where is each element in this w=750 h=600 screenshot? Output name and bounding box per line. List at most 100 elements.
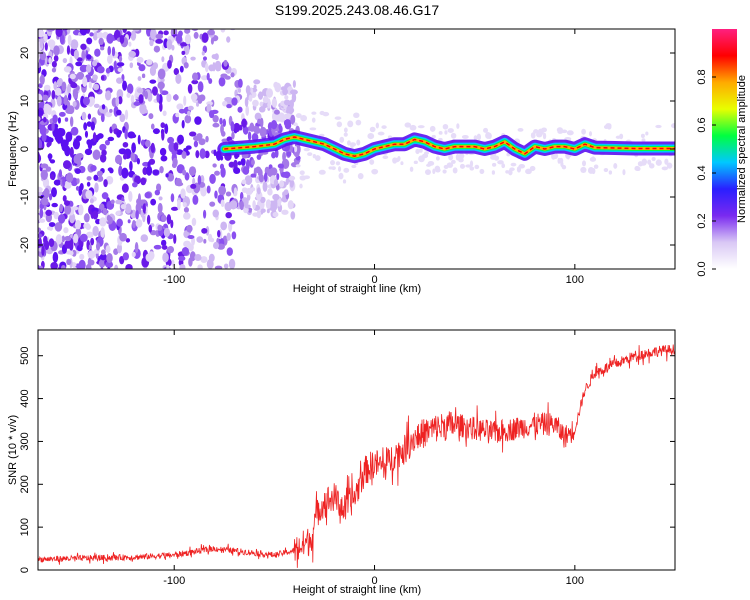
spectrogram-cell [47,105,52,116]
spectrogram-cell [256,210,262,219]
spectrogram-cell [82,96,90,106]
spectrogram-cell [54,222,63,232]
spectrogram-cell [225,191,232,197]
spectrogram-cell [166,38,173,50]
spectrogram-cell [167,59,172,69]
spectrogram-cell [38,233,43,239]
spectrogram-cell [129,160,133,172]
spectrogram-cell [179,42,188,47]
spectrogram-cell [648,163,655,169]
spectrogram-cell [40,169,48,181]
colorbar-tick-label: 0.8 [696,69,708,84]
spectrogram-cell [41,245,45,256]
spectrogram-cell [55,234,63,245]
spectrogram-cell [193,140,199,148]
spectrogram-cell [349,142,357,147]
spectrogram-cell [144,90,149,100]
spectrogram-cell [84,130,89,138]
spectrogram-cell [353,112,360,119]
spectrogram-cell [89,198,94,204]
spectrogram-cell [81,50,86,62]
spectrogram-cell [69,250,74,256]
spectrogram-cell [369,126,376,133]
spectrogram-cell [541,127,547,133]
spectrogram-cell [121,167,129,179]
spectrogram-cell [59,203,64,213]
snr-series-line [37,344,676,568]
spectrogram-cell [542,132,547,140]
spectrogram-cell [90,237,95,246]
spectrogram-cell [438,130,443,135]
spectrogram-cell [290,211,296,220]
spectrogram-cell [176,103,184,110]
spectrogram-cell [62,144,69,152]
spectrogram-cell [185,145,192,150]
spectrogram-cell [283,189,289,195]
spectrogram-cell [157,68,166,80]
spectrogram-cell [194,116,202,125]
spectrogram-cell [74,219,82,230]
spectrogram-cell [178,108,186,114]
spectrogram-cell [39,74,45,85]
spectrogram-cell [70,82,78,89]
spectrogram-cell [101,192,109,200]
spectrogram-cell [43,188,50,199]
spectrogram-cell [126,83,134,95]
spectrogram-cell [56,79,62,87]
spectrogram-cell [92,83,100,91]
spectrogram-cell [105,261,114,269]
spectrogram-cell [207,233,213,242]
spectrogram-cell [330,159,336,166]
spectrogram-cell [245,85,251,95]
spectrogram-cell [156,93,160,103]
spectrogram-cell [223,263,229,269]
spectrogram-cell [184,29,191,34]
spectrogram-cell [86,181,91,187]
spectrogram-cell [124,128,128,140]
spectrogram-xtick-label: 100 [566,274,584,286]
spectrogram-cell [49,159,56,164]
spectrogram-cell [92,210,99,220]
spectrogram-cell [655,124,662,129]
spectrogram-cell [39,208,44,219]
spectrogram-cell [219,117,223,125]
spectrogram-cell [95,242,101,251]
spectrogram-cell [65,172,74,183]
snr-ytick-label: 200 [19,475,31,493]
spectrogram-cell [45,166,52,172]
spectrogram-cell [581,160,587,167]
spectrogram-cell [100,46,105,51]
spectrogram-cell [38,29,45,38]
spectrogram-cell [661,166,669,171]
spectrogram-ytick-label: 20 [19,47,31,59]
spectrogram-cell [152,128,160,135]
spectrogram-cell [102,207,108,216]
spectrogram-cell [318,169,326,175]
spectrogram-cell [250,159,255,166]
spectrogram-cell [99,153,107,163]
spectrogram-cell [128,190,133,202]
spectrogram-cell [130,30,137,41]
spectrogram-cell [258,91,264,100]
spectrogram-cell [199,148,206,159]
spectrogram-cell [78,204,84,216]
spectrogram-cell [57,266,62,269]
spectrogram-cell [135,209,139,220]
spectrogram-cell [290,114,296,125]
spectrogram-cell [132,219,136,229]
spectrogram-cell [51,67,57,73]
spectrogram-cell [442,169,447,174]
colorbar-tick-label: 0.0 [696,261,708,276]
spectrogram-cell [533,129,539,134]
spectrogram-cell [286,106,291,113]
spectrogram-cell [351,164,357,169]
spectrogram-cell [214,265,223,269]
spectrogram-cell [237,106,243,113]
spectrogram-cell [173,142,179,151]
spectrogram-cell [90,164,97,172]
spectrogram-cell [105,67,111,74]
spectrogram-cell [230,72,235,78]
spectrogram-cell [44,42,48,51]
spectrogram-cell [282,88,289,96]
